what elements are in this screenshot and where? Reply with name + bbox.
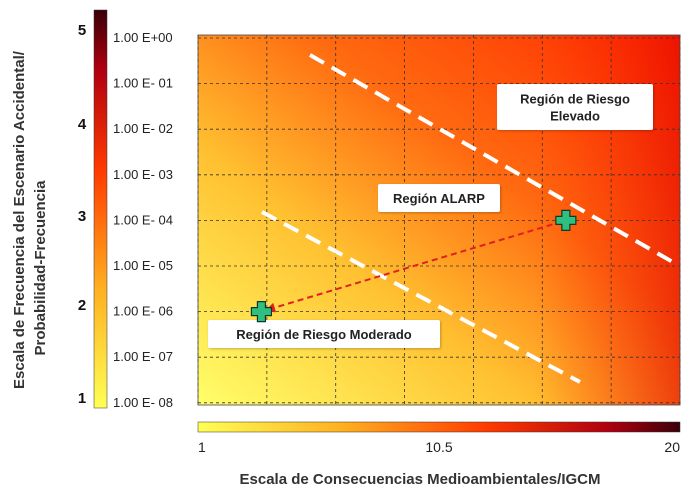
region-label-moderate: Región de Riesgo Moderado	[208, 320, 440, 348]
region-label-box	[378, 184, 500, 212]
region-boundaries	[261, 53, 679, 384]
data-point-marker	[250, 301, 273, 323]
region-label-high: Región de Riesgo Elevado	[497, 84, 653, 130]
frequency-label: 1.00 E- 08	[113, 395, 173, 410]
frequency-label: 1.00 E- 04	[113, 212, 173, 227]
frequency-label: 1.00 E- 03	[113, 167, 173, 182]
region-label-alarp: Región ALARP	[378, 184, 500, 212]
x-tick-label: 1	[198, 439, 206, 455]
plot-area: Región de Riesgo Elevado Región ALARP Regió…	[197, 34, 681, 406]
probability-level-label: 1	[78, 390, 86, 407]
frequency-label: 1.00 E+00	[113, 30, 173, 45]
x-tick-label: 10.5	[425, 439, 452, 455]
region-labels: Región de Riesgo Elevado Región ALARP Regió…	[208, 84, 653, 348]
region-label-text: Región de Riesgo	[520, 92, 630, 107]
frequency-label: 1.00 E- 02	[113, 121, 173, 136]
scenario-arrow-line	[272, 217, 572, 310]
frequency-labels: 1.00 E+00 1.00 E- 01 1.00 E- 02 1.00 E- 03 1…	[113, 30, 173, 410]
upper-risk-boundary	[309, 53, 679, 267]
data-point-marker	[555, 209, 577, 231]
frequency-label: 1.00 E- 01	[113, 76, 173, 91]
probability-level-label: 5	[78, 22, 86, 39]
x-tick-label: 20	[664, 439, 680, 455]
region-label-text: Elevado	[550, 109, 600, 124]
region-label-text: Región de Riesgo Moderado	[236, 327, 412, 342]
region-label-box	[208, 320, 440, 348]
frequency-label: 1.00 E- 05	[113, 258, 173, 273]
x-axis-title: Escala de Consecuencias Medioambientales…	[240, 471, 601, 488]
probability-level-label: 3	[78, 208, 86, 225]
plot-border	[197, 34, 681, 406]
frequency-label: 1.00 E- 06	[113, 304, 173, 319]
frequency-label: 1.00 E- 07	[113, 349, 173, 364]
region-label-text: Región ALARP	[393, 191, 485, 206]
data-marks	[250, 209, 577, 323]
probability-level-labels: 5 4 3 2 1	[78, 22, 87, 407]
consequence-color-bar	[197, 421, 681, 433]
probability-color-bar	[93, 9, 108, 409]
x-tick-labels: 1 10.5 20	[198, 439, 680, 455]
probability-level-label: 4	[78, 116, 87, 133]
y-axis-title-line1: Escala de Frecuencia del Escenario Accid…	[11, 50, 28, 389]
y-axis-title-line2: Probabilidad-Frecuencia	[32, 180, 49, 356]
y-axis-title: Escala de Frecuencia del Escenario Accid…	[11, 50, 49, 389]
region-label-box	[497, 84, 653, 130]
probability-level-label: 2	[78, 297, 86, 314]
lower-risk-boundary	[261, 210, 581, 384]
